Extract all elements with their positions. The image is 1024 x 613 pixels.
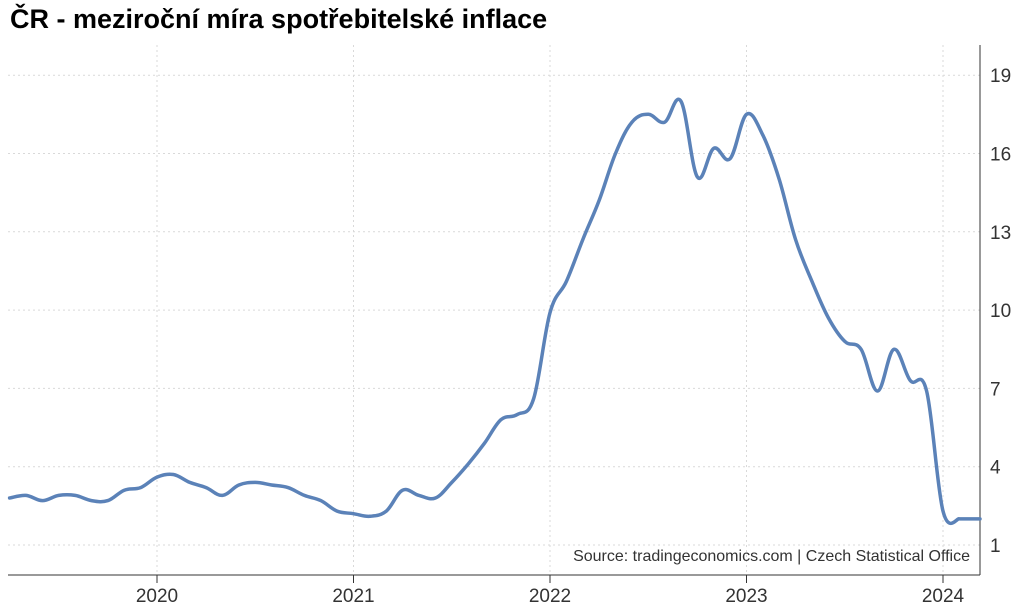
x-tick-label: 2022 (529, 586, 571, 607)
y-tick-label: 1 (990, 536, 1001, 557)
x-tick-label: 2023 (725, 586, 767, 607)
y-tick-label: 16 (990, 145, 1011, 166)
source-label: Source: tradingeconomics.com | Czech Sta… (573, 548, 970, 565)
chart-title: ČR - meziroční míra spotřebitelské infla… (10, 4, 548, 34)
grid (8, 45, 980, 575)
y-tick-label: 10 (990, 301, 1011, 322)
y-tick-label: 7 (990, 379, 1001, 400)
series-line (7, 97, 982, 526)
y-tick-label: 4 (990, 458, 1001, 479)
x-tick-label: 2021 (332, 586, 374, 607)
axes (8, 45, 981, 583)
x-tick-label: 2020 (136, 586, 178, 607)
y-tick-label: 13 (990, 223, 1011, 244)
y-tick-label: 19 (990, 66, 1011, 87)
tick-labels: 1 4 7 10 13 16 19 2020 2021 2022 2023 2024 (136, 66, 1011, 607)
x-tick-label: 2024 (922, 586, 965, 607)
